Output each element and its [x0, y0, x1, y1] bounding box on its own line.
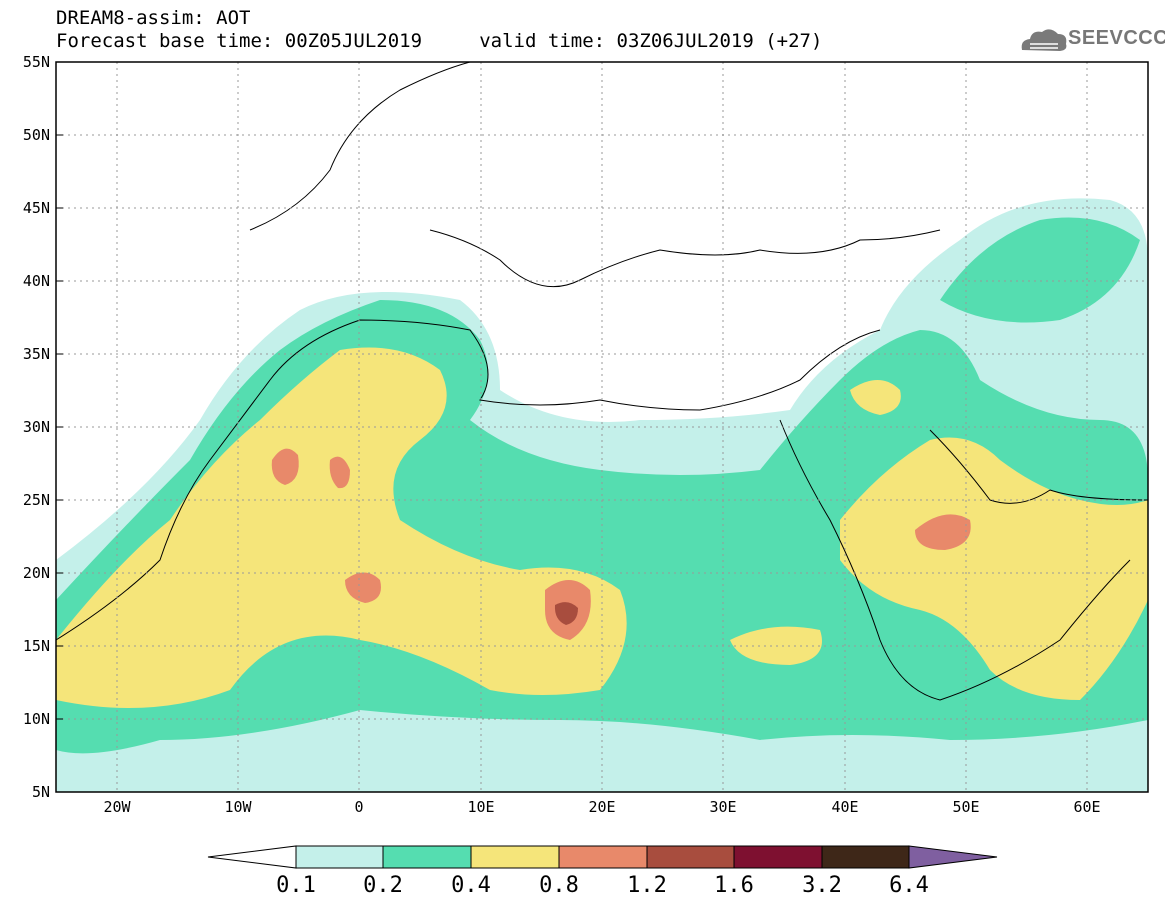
map-title: DREAM8-assim: AOT — [56, 7, 251, 29]
lat-label: 50N — [23, 126, 50, 144]
lat-label: 30N — [23, 418, 50, 436]
lon-label: 60E — [1073, 798, 1100, 816]
colorbar-swatch — [821, 845, 910, 869]
lat-label: 40N — [23, 272, 50, 290]
aot-band-0.2-north — [940, 217, 1140, 323]
lat-label: 35N — [23, 345, 50, 363]
lat-labels: 5N 10N 15N 20N 25N 30N 35N 40N 45N 50N 5… — [23, 53, 50, 801]
lat-label: 45N — [23, 199, 50, 217]
aot-band-0.4-arabia — [840, 437, 1148, 700]
lon-labels: 20W 10W 0 10E 20E 30E 40E 50E 60E — [103, 798, 1100, 816]
lon-label: 0 — [354, 798, 363, 816]
lat-label: 20N — [23, 564, 50, 582]
lon-label: 10E — [467, 798, 494, 816]
colorbar-label: 6.4 — [889, 873, 929, 898]
colorbar — [207, 845, 998, 869]
aot-band-0.8-b — [329, 456, 350, 489]
lon-label: 10W — [224, 798, 252, 816]
colorbar-swatch — [558, 845, 648, 869]
aot-band-0.8-c — [345, 572, 381, 603]
aot-band-1.2 — [554, 602, 578, 625]
aot-band-0.8-a — [271, 448, 299, 485]
lon-label: 20W — [103, 798, 131, 816]
coastlines — [56, 62, 1148, 701]
lat-label: 55N — [23, 53, 50, 71]
colorbar-label: 1.2 — [627, 873, 667, 898]
logo-text: SEEVCCC — [1068, 27, 1165, 49]
lon-label: 20E — [588, 798, 615, 816]
aot-band-0.4-levant — [850, 380, 901, 415]
graticule — [56, 62, 1148, 792]
colorbar-label: 0.4 — [451, 873, 491, 898]
cloud-icon — [1021, 29, 1067, 51]
colorbar-label: 0.8 — [539, 873, 579, 898]
lat-label: 25N — [23, 491, 50, 509]
lat-label: 5N — [32, 783, 50, 801]
colorbar-label: 1.6 — [714, 873, 754, 898]
colorbar-label: 3.2 — [802, 873, 842, 898]
lat-ticks — [56, 61, 63, 793]
colorbar-label: 0.1 — [276, 873, 316, 898]
colorbar-swatch — [733, 845, 823, 869]
lon-label: 40E — [831, 798, 858, 816]
colorbar-label: 0.2 — [363, 873, 403, 898]
aot-band-0.8-e — [915, 514, 971, 550]
lat-label: 10N — [23, 710, 50, 728]
lon-label: 30E — [709, 798, 736, 816]
colorbar-swatch — [646, 845, 735, 869]
colorbar-labels: 0.1 0.2 0.4 0.8 1.2 1.6 3.2 6.4 — [276, 873, 929, 898]
aot-band-0.4 — [56, 347, 627, 708]
colorbar-swatch — [382, 845, 472, 869]
colorbar-under — [207, 845, 297, 869]
colorbar-over — [908, 845, 998, 869]
lon-label: 50E — [952, 798, 979, 816]
lat-label: 15N — [23, 637, 50, 655]
forecast-times: Forecast base time: 00Z05JUL2019 valid t… — [56, 30, 823, 52]
colorbar-swatch — [470, 845, 560, 869]
colorbar-swatch — [295, 845, 384, 869]
